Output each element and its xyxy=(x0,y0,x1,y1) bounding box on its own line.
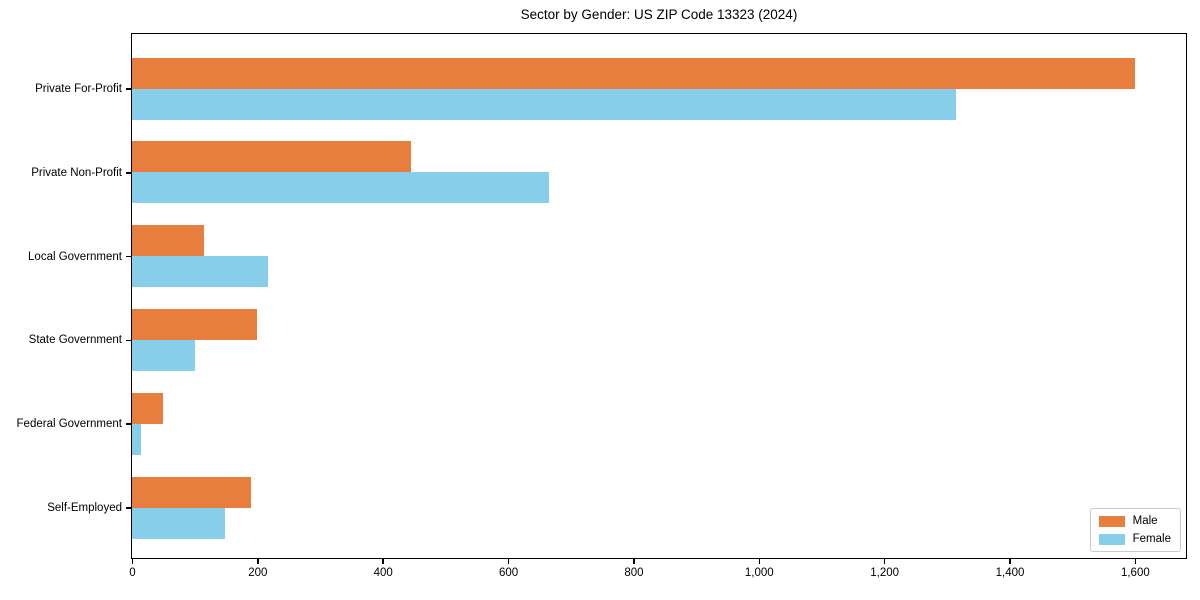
x-tick-mark xyxy=(131,559,134,564)
legend-item-male: Male xyxy=(1098,515,1171,527)
x-tick-label: 1,600 xyxy=(1120,567,1150,579)
bar-female-self-employed xyxy=(132,507,225,539)
y-axis-label-self-employed: Self-Employed xyxy=(47,502,122,514)
bar-male-state-government xyxy=(132,308,258,340)
y-tick-mark xyxy=(126,88,131,90)
bar-female-state-government xyxy=(132,339,195,371)
y-tick-mark xyxy=(126,172,131,174)
y-axis-label-local-government: Local Government xyxy=(28,250,122,263)
x-tick-label: 600 xyxy=(498,567,519,579)
y-tick-mark xyxy=(126,255,131,258)
bar-male-local-government xyxy=(132,225,205,257)
legend-swatch-female xyxy=(1098,533,1125,545)
y-tick-mark xyxy=(126,339,131,342)
bar-female-private-non-profit xyxy=(132,172,549,204)
x-tick-mark xyxy=(382,559,384,564)
x-tick-mark xyxy=(257,559,259,564)
legend-label-female: Female xyxy=(1132,533,1171,545)
bar-female-local-government xyxy=(132,256,268,288)
bar-male-self-employed xyxy=(132,476,252,508)
y-axis-label-private-for-profit: Private For-Profit xyxy=(35,83,122,95)
x-tick-mark xyxy=(883,559,886,564)
y-axis-label-state-government: State Government xyxy=(28,334,122,347)
x-tick-mark xyxy=(758,559,761,564)
legend-item-female: Female xyxy=(1098,533,1171,545)
x-tick-label: 400 xyxy=(373,567,393,579)
x-tick-label: 0 xyxy=(129,567,136,579)
x-tick-mark xyxy=(1009,559,1011,564)
y-axis-label-federal-government: Federal Government xyxy=(16,418,122,431)
x-tick-label: 1,000 xyxy=(744,567,774,579)
y-tick-mark xyxy=(126,507,131,509)
chart-title: Sector by Gender: US ZIP Code 13323 (202… xyxy=(520,7,798,22)
bar-male-private-non-profit xyxy=(132,141,411,173)
legend: Male Female xyxy=(1089,508,1181,552)
x-tick-label: 200 xyxy=(248,567,268,579)
x-tick-mark xyxy=(1134,559,1137,564)
x-tick-mark xyxy=(507,559,510,564)
legend-swatch-male xyxy=(1098,515,1125,527)
x-tick-mark xyxy=(633,559,635,564)
plot-area: Male Female xyxy=(131,33,1187,559)
bar-female-private-for-profit xyxy=(132,88,957,120)
bar-female-federal-government xyxy=(132,423,142,455)
y-axis-label-private-non-profit: Private Non-Profit xyxy=(31,166,122,179)
bar-male-federal-government xyxy=(132,392,164,424)
x-tick-label: 1,400 xyxy=(995,567,1025,579)
x-tick-label: 800 xyxy=(624,567,644,579)
bar-male-private-for-profit xyxy=(132,57,1135,89)
y-tick-mark xyxy=(126,423,131,425)
legend-label-male: Male xyxy=(1132,515,1158,527)
x-tick-label: 1,200 xyxy=(870,567,900,579)
